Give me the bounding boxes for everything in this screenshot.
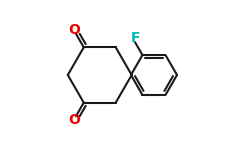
Text: F: F	[130, 31, 140, 45]
Text: O: O	[68, 113, 80, 127]
Text: O: O	[68, 23, 80, 37]
